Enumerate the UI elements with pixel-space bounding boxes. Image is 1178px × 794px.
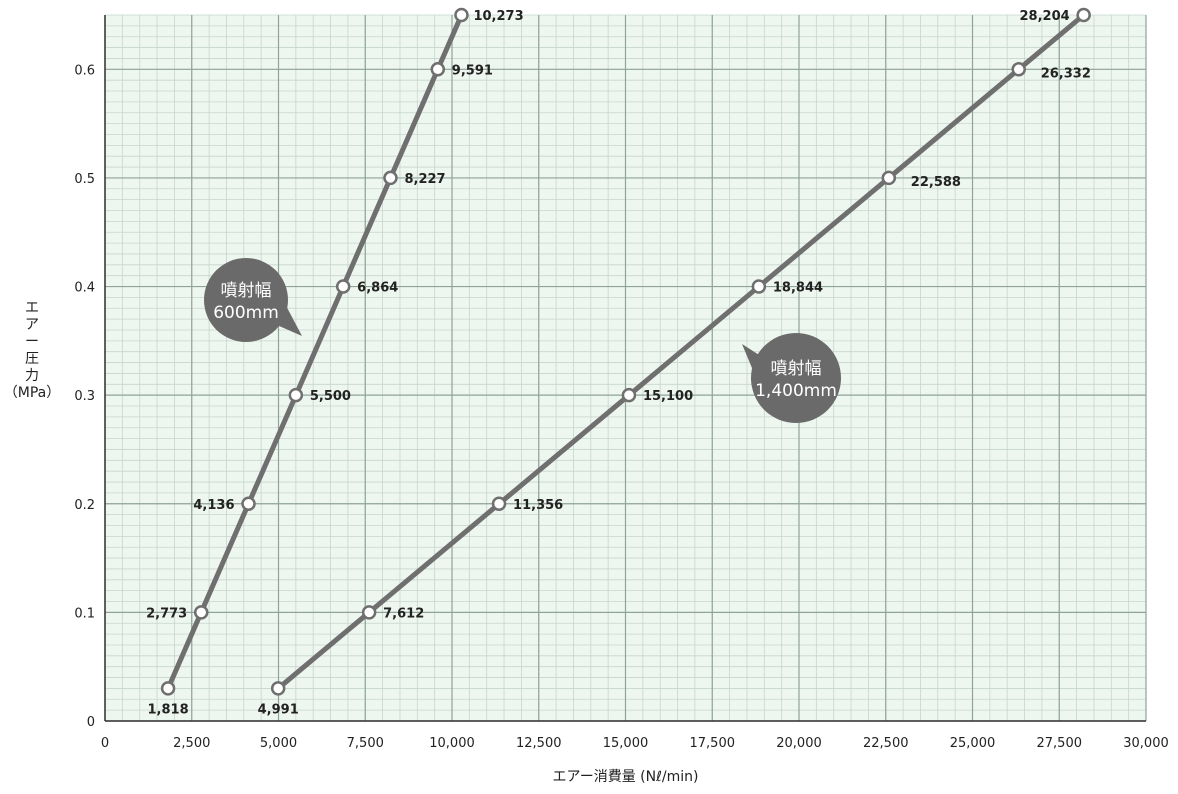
y-axis-title-line: ー	[25, 334, 39, 350]
data-label: 9,591	[452, 63, 493, 78]
data-point	[1076, 7, 1091, 23]
data-label: 5,500	[310, 389, 351, 404]
data-point	[270, 681, 286, 696]
data-point	[383, 170, 398, 186]
series-name-label: 噴射幅	[771, 359, 822, 379]
y-axis-title-line: ア	[25, 317, 39, 333]
data-point	[430, 62, 446, 77]
data-point	[1011, 62, 1026, 77]
x-tick-label: 0	[101, 736, 109, 751]
x-tick-label: 15,000	[603, 736, 649, 751]
y-tick-label: 0.6	[74, 63, 95, 78]
data-label: 7,612	[383, 606, 424, 621]
data-point	[621, 387, 637, 403]
data-label: 1,818	[148, 702, 189, 717]
y-tick-label: 0	[87, 715, 95, 730]
data-label: 4,136	[193, 498, 234, 513]
y-tick-label: 0.3	[74, 389, 95, 404]
x-tick-label: 22,500	[863, 736, 909, 751]
data-point	[361, 605, 377, 620]
x-axis-title: エアー消費量 (Nℓ/min)	[553, 769, 699, 785]
data-label: 8,227	[404, 172, 445, 187]
x-tick-label: 12,500	[516, 736, 562, 751]
axes	[104, 15, 1146, 722]
data-point	[491, 496, 507, 512]
data-label: 28,204	[1020, 9, 1070, 24]
data-point	[288, 387, 304, 403]
data-label: 22,588	[911, 175, 961, 190]
x-tick-label: 20,000	[776, 736, 822, 751]
data-label: 2,773	[146, 606, 187, 621]
y-axis-title-line: （MPa）	[4, 385, 60, 401]
y-axis-title-line: 圧	[25, 351, 39, 367]
y-tick-label: 0.5	[74, 172, 95, 187]
data-label: 11,356	[513, 498, 563, 513]
series-lines	[165, 12, 1087, 691]
x-tick-label: 5,000	[260, 736, 297, 751]
x-tick-label: 17,500	[690, 736, 736, 751]
series-line	[275, 12, 1087, 691]
series-name-label: 1,400mm	[755, 381, 837, 401]
data-label: 10,273	[473, 9, 523, 24]
data-label: 6,864	[357, 281, 398, 296]
data-label: 15,100	[643, 389, 693, 404]
series-name-label: 噴射幅	[221, 281, 272, 301]
y-tick-labels: 0 0.1 0.2 0.3 0.4 0.5 0.6	[74, 63, 95, 730]
data-point	[335, 279, 351, 294]
data-point	[241, 496, 256, 512]
data-label: 18,844	[773, 281, 823, 296]
data-point	[881, 170, 897, 186]
bubble-circle	[204, 258, 288, 342]
data-label: 4,991	[258, 702, 299, 717]
x-tick-label: 25,000	[950, 736, 996, 751]
y-tick-label: 0.4	[74, 281, 95, 296]
data-point	[193, 605, 209, 620]
data-point	[160, 681, 176, 696]
y-axis-title-line: 力	[25, 368, 39, 384]
data-point	[751, 279, 767, 294]
x-tick-label: 27,500	[1037, 736, 1083, 751]
data-label: 26,332	[1041, 66, 1091, 81]
y-tick-label: 0.2	[74, 498, 95, 513]
series-name-label: 600mm	[213, 303, 279, 323]
data-labels: 1,818 2,773 4,136 5,500 6,864 8,227 9,591 10,27…	[146, 9, 1091, 717]
x-tick-label: 7,500	[347, 736, 384, 751]
series-points	[160, 7, 1091, 696]
bubble-circle	[751, 333, 841, 423]
data-point	[454, 7, 469, 23]
y-tick-label: 0.1	[74, 606, 95, 621]
series-line	[165, 12, 464, 691]
x-tick-label: 30,000	[1123, 736, 1169, 751]
x-tick-labels: 0 2,500 5,000 7,500 10,000 12,500 15,000 17,500…	[101, 736, 1169, 751]
x-tick-label: 2,500	[173, 736, 210, 751]
y-axis-title-line: エ	[25, 300, 39, 316]
x-tick-label: 10,000	[429, 736, 475, 751]
